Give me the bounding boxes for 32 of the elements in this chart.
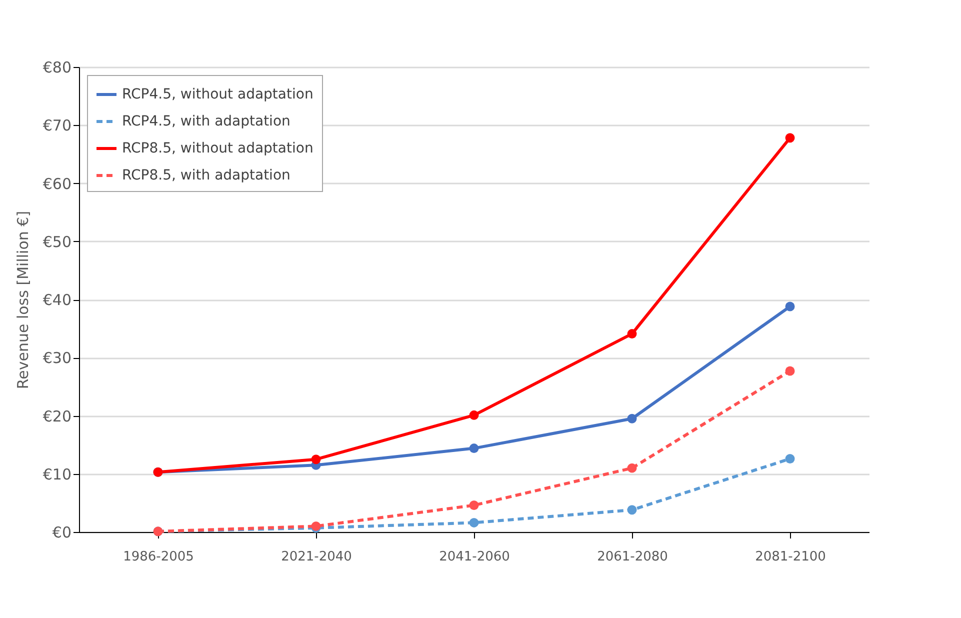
legend-label: RCP4.5, without adaptation [122, 86, 314, 102]
y-tick-label: €80 [42, 58, 72, 76]
legend-label: RCP4.5, with adaptation [122, 114, 290, 130]
point [785, 133, 795, 143]
y-tick-label: €10 [42, 465, 72, 484]
point [311, 454, 321, 464]
point [627, 463, 637, 473]
y-axis-title: Revenue loss [Million €] [14, 210, 32, 390]
x-tick-label: 2061-2080 [597, 550, 668, 564]
x-tick-label: 2021-2040 [281, 550, 352, 564]
x-tick-label: 2081-2100 [755, 550, 826, 564]
point [469, 410, 479, 420]
x-tick-label: 2041-2060 [439, 550, 510, 564]
point [469, 444, 479, 454]
y-tick-label: €50 [42, 232, 72, 251]
point [785, 302, 795, 312]
point [627, 329, 637, 339]
y-tick-label: €40 [42, 291, 72, 309]
y-tick-label: €20 [42, 407, 72, 426]
x-tick-label: 1986-2005 [123, 550, 194, 564]
y-tick-label: €60 [42, 174, 72, 193]
legend-label: RCP8.5, with adaptation [122, 168, 290, 184]
legend-label: RCP8.5, without adaptation [122, 140, 314, 156]
point [469, 518, 479, 528]
point [469, 500, 479, 510]
point [785, 454, 795, 464]
point [627, 505, 637, 515]
y-tick-label: €30 [42, 349, 72, 368]
y-tick-label: €0 [52, 524, 72, 542]
point [627, 414, 637, 424]
y-tick-label: €70 [42, 116, 72, 135]
point [785, 366, 795, 376]
